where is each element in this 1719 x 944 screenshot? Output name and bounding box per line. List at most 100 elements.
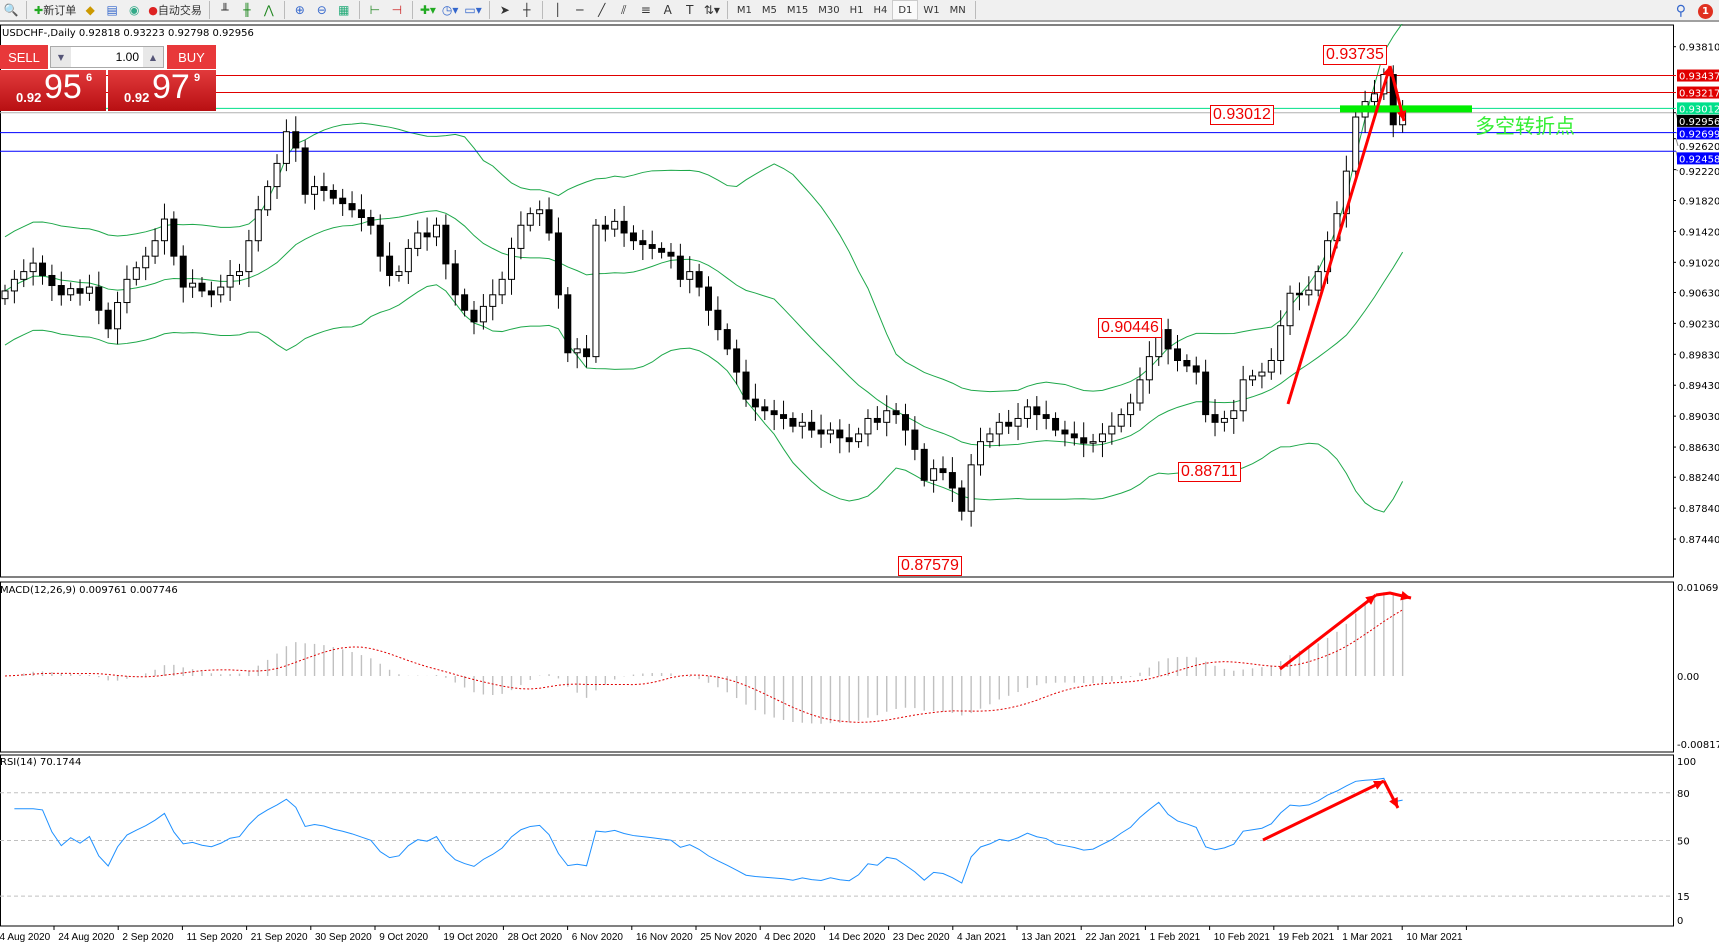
signals-icon[interactable]: ◉ [128, 3, 140, 17]
candle [132, 267, 140, 280]
divider [411, 1, 413, 19]
timeframe-m1[interactable]: M1 [736, 4, 752, 16]
bollinger-lower [4, 284, 1404, 513]
macd-axis-label: 0.010699 [1677, 583, 1719, 594]
candle [686, 271, 694, 280]
horizontal-line-icon[interactable]: ─ [576, 3, 584, 17]
text-label-icon[interactable]: T [686, 3, 694, 17]
arrows-icon[interactable]: ⇅▾ [703, 3, 720, 17]
candle [1145, 356, 1153, 381]
macd-arrow-head [1365, 595, 1376, 605]
candle [39, 262, 47, 276]
price-tick-label: 0.92220 [1679, 167, 1719, 178]
notification-badge[interactable]: 1 [1698, 3, 1713, 19]
volume-down-button[interactable]: ▼ [51, 47, 71, 67]
chart-shift-icon[interactable]: ⊣ [391, 3, 403, 17]
candle [1267, 359, 1275, 373]
candle [573, 348, 581, 354]
candle [198, 282, 206, 292]
chart-area[interactable]: 0.938100.934370.932170.930120.929560.926… [0, 24, 1719, 944]
market-watch-icon[interactable]: ◆ [85, 3, 95, 17]
crosshair-icon[interactable]: ┼ [523, 3, 531, 17]
candle [1352, 116, 1360, 172]
buy-button[interactable]: BUY [167, 45, 216, 69]
new-order-button[interactable]: ✚ 新订单 [31, 0, 79, 20]
candle [329, 189, 337, 199]
text-icon[interactable]: A [663, 3, 672, 17]
price-line-label: 0.92699 [1679, 129, 1719, 140]
candle [217, 286, 225, 296]
candle [376, 224, 384, 257]
candle [545, 209, 553, 234]
macd-arrow [1279, 593, 1377, 671]
candle [170, 218, 178, 257]
candle [977, 441, 985, 466]
indicators-icon[interactable]: ✚▾ [419, 3, 436, 17]
autoscroll-icon[interactable]: ⊢ [369, 3, 381, 17]
navigator-icon[interactable]: ▤ [106, 3, 118, 17]
candle [1239, 379, 1247, 412]
candle [273, 162, 281, 188]
vertical-line-icon[interactable]: │ [554, 3, 562, 17]
price-line-label-bg [1677, 86, 1719, 99]
candle [414, 232, 422, 249]
tile-windows-icon[interactable]: ▦ [338, 3, 350, 17]
timeframe-mn[interactable]: MN [949, 4, 966, 16]
volume-input[interactable] [71, 47, 143, 67]
zoom-in-icon[interactable]: ⊕ [294, 3, 305, 17]
volume-up-button[interactable]: ▲ [143, 47, 163, 67]
candle [367, 217, 375, 226]
timeframe-m30[interactable]: M30 [818, 4, 840, 16]
candle [254, 209, 262, 242]
divider [974, 1, 976, 19]
candle [76, 288, 84, 294]
candle [705, 286, 712, 311]
timeframe-d1[interactable]: D1 [892, 0, 919, 20]
candle [751, 398, 759, 408]
candle [1258, 371, 1266, 377]
candle [451, 263, 459, 296]
rsi-axis-label: 50 [1677, 837, 1690, 848]
date-label: 10 Mar 2021 [1406, 932, 1463, 943]
sell-button[interactable]: SELL [0, 45, 48, 69]
timeframe-m15[interactable]: M15 [786, 4, 809, 16]
timeframe-h1[interactable]: H1 [849, 4, 864, 16]
trendline-icon[interactable]: ╱ [598, 3, 606, 17]
fibonacci-icon[interactable]: ≡ [640, 3, 651, 17]
bar-chart-icon[interactable]: ╨ [221, 3, 229, 17]
candle [95, 286, 103, 311]
candle [123, 278, 131, 304]
timeframe-m5[interactable]: M5 [761, 4, 777, 16]
candle [911, 429, 919, 450]
price-line-label-bg [1677, 152, 1719, 165]
periods-icon[interactable]: ◷▾ [441, 3, 459, 17]
date-label: 14 Aug 2020 [0, 932, 51, 943]
auto-trading-button[interactable]: ● 自动交易 [145, 0, 205, 20]
candle [1070, 433, 1078, 439]
timeframe-h4[interactable]: H4 [873, 4, 888, 16]
date-label: 14 Dec 2020 [829, 932, 886, 943]
candlestick-icon[interactable]: ╫ [243, 3, 251, 17]
price-tick-label: 0.87440 [1679, 535, 1719, 546]
candle [958, 487, 966, 512]
candle [1286, 292, 1294, 327]
zoom-out-icon[interactable]: ⊖ [316, 3, 327, 17]
chart-properties-icon[interactable]: 🔍 [3, 3, 19, 17]
candle [620, 220, 628, 234]
candle [1305, 289, 1313, 296]
line-chart-icon[interactable]: ⋀ [263, 3, 274, 17]
buy-price-button[interactable]: 0.92 97 9 [108, 68, 216, 111]
search-icon[interactable]: ⚲ [1675, 3, 1686, 19]
equidistant-channel-icon[interactable]: ⫽ [621, 2, 627, 17]
candle [67, 288, 75, 296]
timeframe-w1[interactable]: W1 [923, 4, 940, 16]
cursor-icon[interactable]: ➤ [499, 3, 510, 17]
candle [348, 203, 356, 211]
templates-icon[interactable]: ▭▾ [464, 3, 482, 17]
candle [1042, 414, 1050, 419]
candle [461, 294, 469, 311]
price-label-connector [1675, 169, 1679, 172]
auto-trading-label: 自动交易 [157, 4, 202, 17]
sell-price-button[interactable]: 0.92 95 6 [0, 68, 106, 111]
candle [1052, 417, 1060, 431]
